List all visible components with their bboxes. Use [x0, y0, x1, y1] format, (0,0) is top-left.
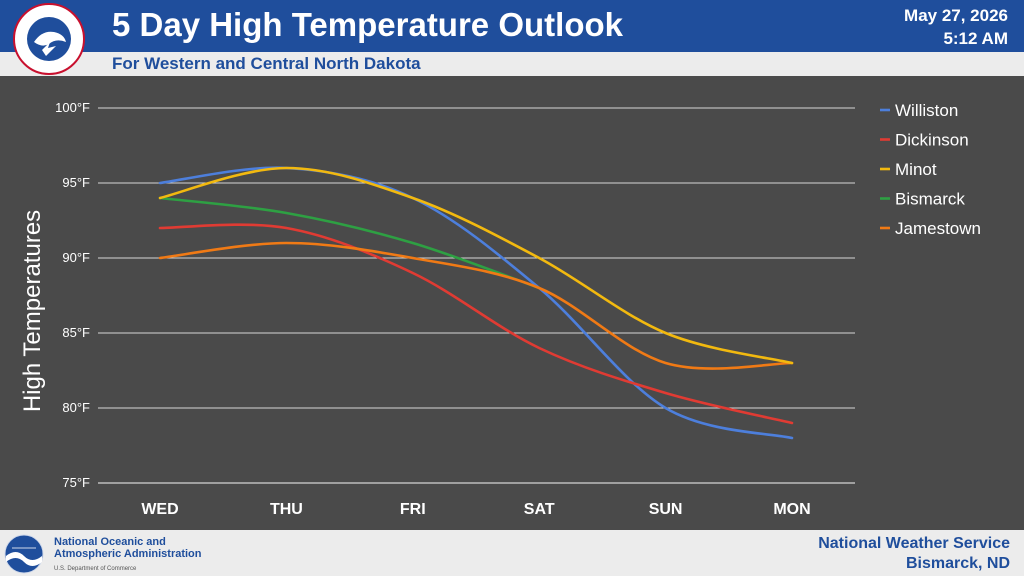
x-tick-label: SUN	[649, 501, 683, 518]
noaa-department: U.S. Department of Commerce	[54, 566, 137, 572]
noaa-name-line2: Atmospheric Administration	[54, 548, 202, 560]
x-tick-label: MON	[773, 501, 810, 518]
page-subtitle: For Western and Central North Dakota	[112, 54, 421, 73]
x-tick-label: WED	[141, 501, 178, 518]
noaa-name-line1: National Oceanic and	[54, 536, 166, 548]
legend-label: Jamestown	[895, 219, 981, 238]
series-line-minot	[158, 166, 794, 365]
y-axis-label: High Temperatures	[19, 210, 46, 412]
nws-office-line2: Bismarck, ND	[905, 555, 1010, 572]
issue-time: 5:12 AM	[943, 29, 1008, 48]
legend-label: Dickinson	[895, 131, 969, 150]
issue-date: May 27, 2026	[904, 6, 1008, 25]
footer-bar: National Oceanic and Atmospheric Adminis…	[0, 530, 1024, 576]
series-line-bismarck	[158, 196, 541, 290]
y-tick-label: 90°F	[62, 250, 90, 265]
noaa-logo	[4, 534, 44, 574]
header-bar	[0, 0, 1024, 52]
series-line-jamestown	[158, 241, 794, 370]
nws-office: National Weather Service Bismarck, ND	[818, 534, 1010, 574]
issue-datetime: May 27, 2026 5:12 AM	[904, 4, 1008, 50]
temperature-chart: 75°F 80°F 85°F 90°F 95°F 100°F High Temperatur…	[19, 100, 981, 518]
y-tick-label: 100°F	[55, 100, 90, 115]
subheader-bar	[0, 52, 1024, 76]
legend-label: Williston	[895, 101, 958, 120]
y-tick-label: 75°F	[62, 475, 90, 490]
legend-label: Bismarck	[895, 190, 965, 209]
page-title: 5 Day High Temperature Outlook	[112, 6, 623, 43]
noaa-name: National Oceanic and Atmospheric Adminis…	[54, 536, 202, 575]
y-tick-label: 80°F	[62, 400, 90, 415]
nws-logo	[13, 3, 85, 75]
y-tick-label: 85°F	[62, 325, 90, 340]
x-tick-label: SAT	[524, 501, 555, 518]
nws-office-line1: National Weather Service	[818, 535, 1010, 552]
y-tick-label: 95°F	[62, 175, 90, 190]
x-tick-label: FRI	[400, 501, 426, 518]
series-line-dickinson	[158, 223, 794, 425]
x-tick-label: THU	[270, 501, 303, 518]
legend-label: Minot	[895, 160, 937, 179]
